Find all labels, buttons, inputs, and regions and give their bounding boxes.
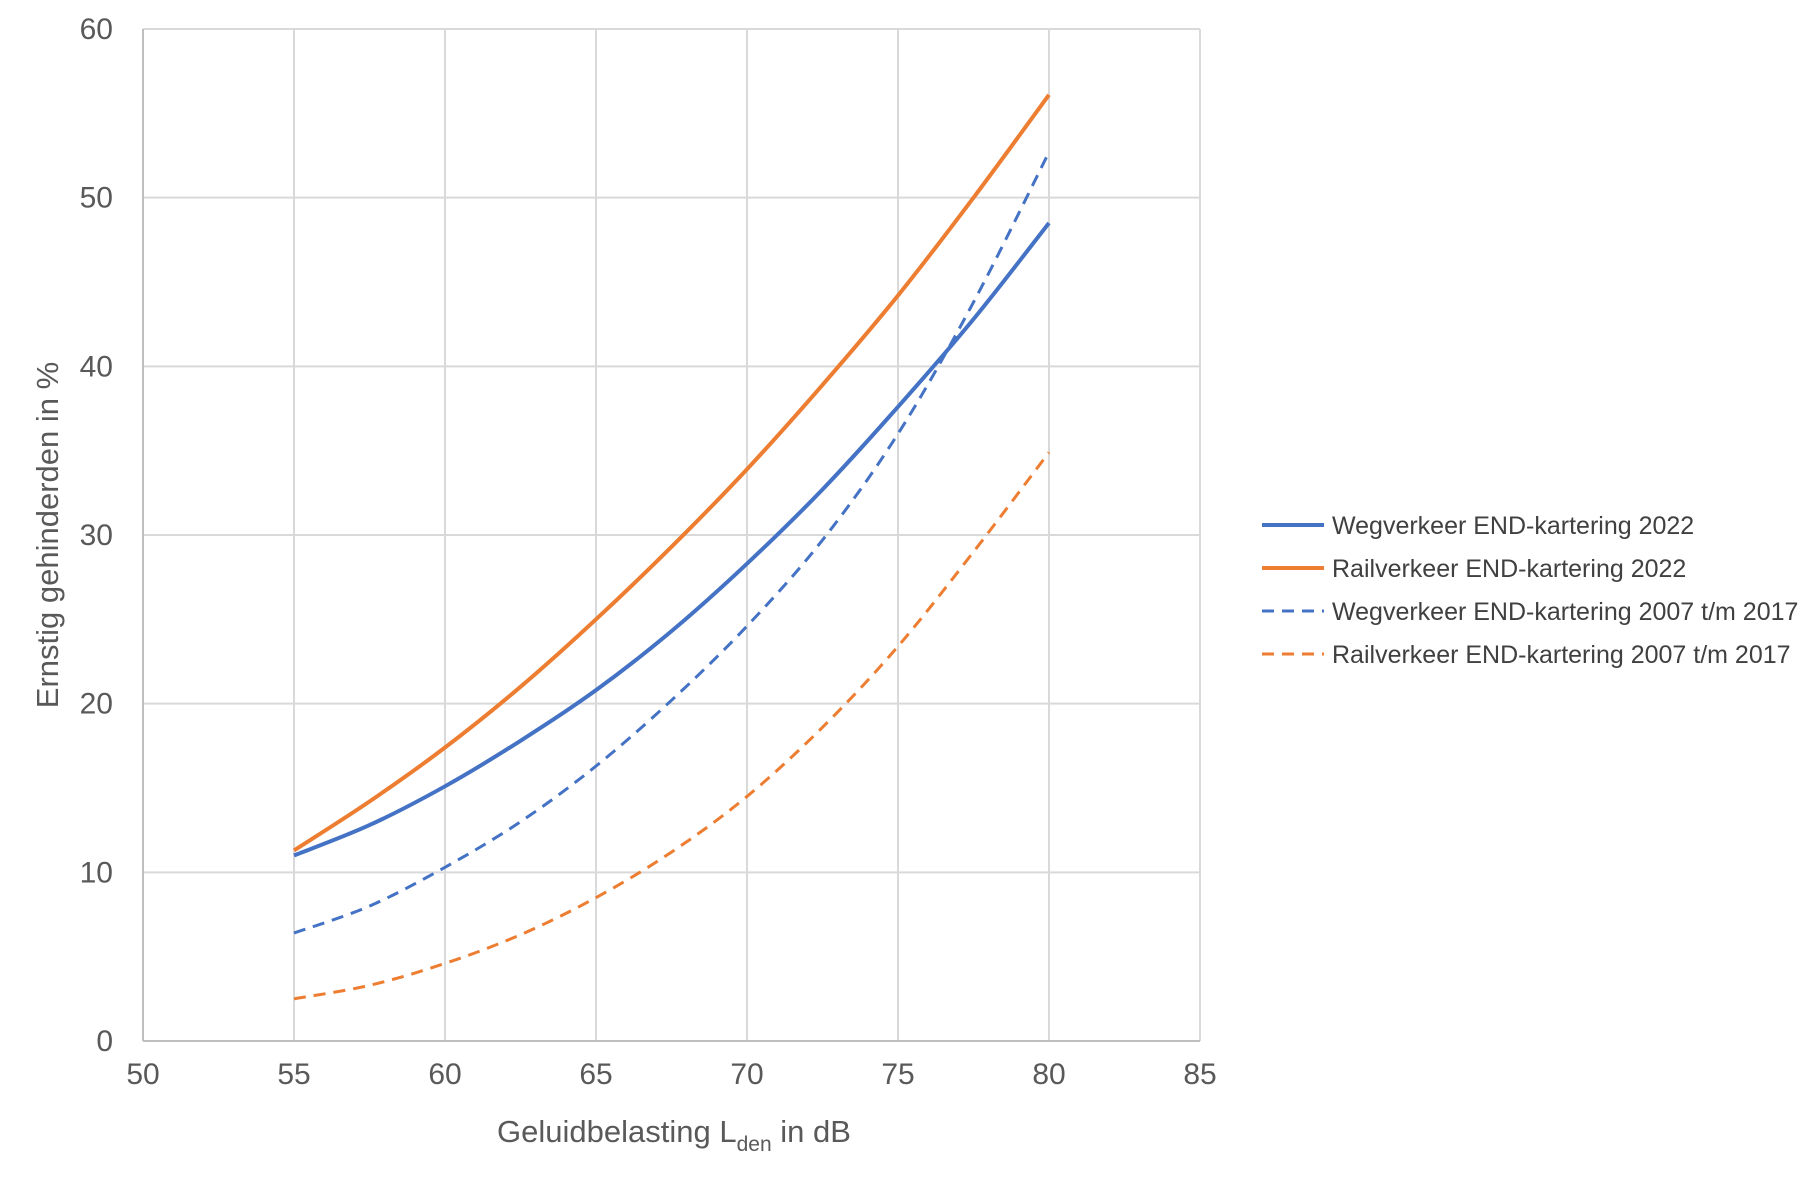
legend-label: Railverkeer END-kartering 2007 t/m 2017 xyxy=(1332,641,1791,669)
x-tick-label: 50 xyxy=(126,1058,159,1091)
legend: Wegverkeer END-kartering 2022 Railverkeer… xyxy=(1262,512,1798,669)
legend-label: Railverkeer END-kartering 2022 xyxy=(1332,555,1686,583)
x-tick-label: 60 xyxy=(428,1058,461,1091)
x-tick-label: 65 xyxy=(579,1058,612,1091)
y-axis-title: Ernstig gehinderden in % xyxy=(30,362,65,708)
series-line-1 xyxy=(293,221,1051,858)
gridlines xyxy=(143,28,1201,1041)
y-tick-label: 0 xyxy=(96,1025,113,1058)
y-tick-label: 30 xyxy=(80,519,113,552)
x-axis-title: Geluidbelasting Lden in dB xyxy=(497,1114,851,1156)
x-tick-label: 85 xyxy=(1183,1058,1216,1091)
x-tick-label: 80 xyxy=(1032,1058,1065,1091)
y-tick-label: 60 xyxy=(80,13,113,46)
x-tick-label: 75 xyxy=(881,1058,914,1091)
axes xyxy=(142,29,1200,1042)
series-line-2 xyxy=(292,93,1051,853)
x-tick-label: 55 xyxy=(277,1058,310,1091)
y-tick-label: 40 xyxy=(80,350,113,383)
series-lines xyxy=(292,93,1051,1001)
y-tick-label: 50 xyxy=(80,182,113,215)
legend-label: Wegverkeer END-kartering 2022 xyxy=(1332,512,1694,540)
y-tick-label: 20 xyxy=(80,688,113,721)
x-tick-label: 70 xyxy=(730,1058,763,1091)
tick-labels: 50 55 60 65 70 75 80 85 0 10 20 30 40 50 60 xyxy=(80,13,1217,1091)
legend-label: Wegverkeer END-kartering 2007 t/m 2017 xyxy=(1332,598,1798,626)
series-line-4 xyxy=(293,451,1051,1001)
series-line-3 xyxy=(293,151,1051,935)
y-tick-label: 10 xyxy=(80,856,113,889)
